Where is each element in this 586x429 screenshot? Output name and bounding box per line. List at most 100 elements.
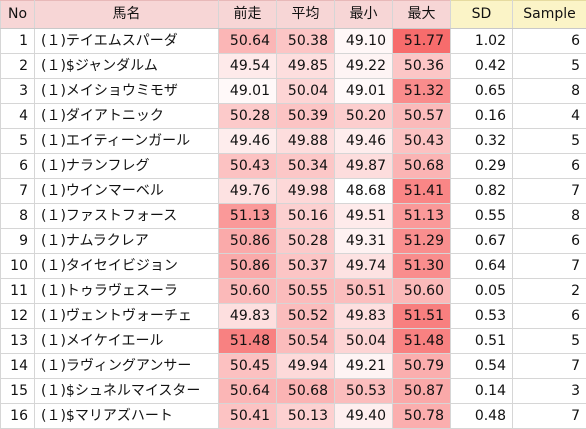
cell-min[interactable]: 49.01 bbox=[334, 78, 393, 104]
cell-no[interactable]: 3 bbox=[0, 78, 35, 104]
cell-avg[interactable]: 49.88 bbox=[276, 128, 335, 154]
cell-sd[interactable]: 0.16 bbox=[450, 103, 513, 129]
cell-sample[interactable]: 8 bbox=[512, 203, 586, 229]
header-last[interactable]: 前走 bbox=[218, 0, 277, 29]
cell-sample[interactable]: 6 bbox=[512, 153, 586, 179]
cell-max[interactable]: 51.29 bbox=[392, 228, 451, 254]
cell-name[interactable]: (１)トゥラヴェスーラ bbox=[34, 278, 219, 304]
cell-sample[interactable]: 7 bbox=[512, 178, 586, 204]
cell-min[interactable]: 49.22 bbox=[334, 53, 393, 79]
cell-no[interactable]: 12 bbox=[0, 303, 35, 329]
cell-name[interactable]: (１)$シュネルマイスター bbox=[34, 378, 219, 404]
cell-sd[interactable]: 0.42 bbox=[450, 53, 513, 79]
cell-max[interactable]: 51.48 bbox=[392, 328, 451, 354]
cell-min[interactable]: 50.53 bbox=[334, 378, 393, 404]
cell-avg[interactable]: 50.28 bbox=[276, 228, 335, 254]
cell-min[interactable]: 49.10 bbox=[334, 28, 393, 54]
cell-max[interactable]: 51.30 bbox=[392, 253, 451, 279]
cell-sample[interactable]: 6 bbox=[512, 228, 586, 254]
cell-min[interactable]: 49.87 bbox=[334, 153, 393, 179]
cell-name[interactable]: (１)ダイアトニック bbox=[34, 103, 219, 129]
cell-no[interactable]: 8 bbox=[0, 203, 35, 229]
cell-name[interactable]: (１)タイセイビジョン bbox=[34, 253, 219, 279]
cell-no[interactable]: 1 bbox=[0, 28, 35, 54]
cell-avg[interactable]: 50.13 bbox=[276, 403, 335, 429]
cell-min[interactable]: 49.83 bbox=[334, 303, 393, 329]
cell-max[interactable]: 51.77 bbox=[392, 28, 451, 54]
cell-last[interactable]: 50.64 bbox=[218, 28, 277, 54]
cell-min[interactable]: 50.51 bbox=[334, 278, 393, 304]
cell-no[interactable]: 13 bbox=[0, 328, 35, 354]
cell-no[interactable]: 16 bbox=[0, 403, 35, 429]
cell-no[interactable]: 7 bbox=[0, 178, 35, 204]
cell-max[interactable]: 51.32 bbox=[392, 78, 451, 104]
cell-min[interactable]: 49.31 bbox=[334, 228, 393, 254]
cell-no[interactable]: 11 bbox=[0, 278, 35, 304]
cell-min[interactable]: 49.40 bbox=[334, 403, 393, 429]
cell-max[interactable]: 50.60 bbox=[392, 278, 451, 304]
cell-sd[interactable]: 0.53 bbox=[450, 303, 513, 329]
cell-max[interactable]: 50.79 bbox=[392, 353, 451, 379]
cell-last[interactable]: 49.83 bbox=[218, 303, 277, 329]
cell-no[interactable]: 2 bbox=[0, 53, 35, 79]
cell-last[interactable]: 50.86 bbox=[218, 228, 277, 254]
cell-no[interactable]: 14 bbox=[0, 353, 35, 379]
cell-min[interactable]: 49.46 bbox=[334, 128, 393, 154]
cell-last[interactable]: 50.45 bbox=[218, 353, 277, 379]
cell-name[interactable]: (１)ラヴィングアンサー bbox=[34, 353, 219, 379]
cell-sd[interactable]: 0.05 bbox=[450, 278, 513, 304]
cell-max[interactable]: 50.57 bbox=[392, 103, 451, 129]
cell-avg[interactable]: 50.68 bbox=[276, 378, 335, 404]
cell-last[interactable]: 50.86 bbox=[218, 253, 277, 279]
cell-name[interactable]: (１)$マリアズハート bbox=[34, 403, 219, 429]
header-min[interactable]: 最小 bbox=[334, 0, 393, 29]
cell-avg[interactable]: 49.94 bbox=[276, 353, 335, 379]
cell-min[interactable]: 49.74 bbox=[334, 253, 393, 279]
cell-name[interactable]: (１)メイショウミモザ bbox=[34, 78, 219, 104]
cell-sample[interactable]: 7 bbox=[512, 403, 586, 429]
header-avg[interactable]: 平均 bbox=[276, 0, 335, 29]
cell-sd[interactable]: 0.32 bbox=[450, 128, 513, 154]
cell-min[interactable]: 50.20 bbox=[334, 103, 393, 129]
cell-no[interactable]: 4 bbox=[0, 103, 35, 129]
header-name[interactable]: 馬名 bbox=[34, 0, 219, 29]
cell-avg[interactable]: 50.52 bbox=[276, 303, 335, 329]
cell-sample[interactable]: 8 bbox=[512, 78, 586, 104]
cell-max[interactable]: 50.36 bbox=[392, 53, 451, 79]
cell-last[interactable]: 50.41 bbox=[218, 403, 277, 429]
cell-last[interactable]: 51.48 bbox=[218, 328, 277, 354]
cell-sd[interactable]: 0.29 bbox=[450, 153, 513, 179]
cell-avg[interactable]: 50.34 bbox=[276, 153, 335, 179]
cell-sd[interactable]: 0.51 bbox=[450, 328, 513, 354]
cell-no[interactable]: 6 bbox=[0, 153, 35, 179]
cell-sample[interactable]: 5 bbox=[512, 328, 586, 354]
cell-no[interactable]: 9 bbox=[0, 228, 35, 254]
cell-sample[interactable]: 6 bbox=[512, 303, 586, 329]
cell-avg[interactable]: 50.04 bbox=[276, 78, 335, 104]
cell-avg[interactable]: 49.98 bbox=[276, 178, 335, 204]
cell-last[interactable]: 50.64 bbox=[218, 378, 277, 404]
cell-sd[interactable]: 0.65 bbox=[450, 78, 513, 104]
cell-last[interactable]: 49.46 bbox=[218, 128, 277, 154]
cell-sd[interactable]: 0.82 bbox=[450, 178, 513, 204]
cell-no[interactable]: 5 bbox=[0, 128, 35, 154]
cell-min[interactable]: 50.04 bbox=[334, 328, 393, 354]
cell-name[interactable]: (１)ナランフレグ bbox=[34, 153, 219, 179]
cell-sample[interactable]: 4 bbox=[512, 103, 586, 129]
header-sd[interactable]: SD bbox=[450, 0, 513, 29]
cell-avg[interactable]: 50.39 bbox=[276, 103, 335, 129]
cell-min[interactable]: 49.21 bbox=[334, 353, 393, 379]
cell-sd[interactable]: 0.48 bbox=[450, 403, 513, 429]
cell-sd[interactable]: 1.02 bbox=[450, 28, 513, 54]
cell-max[interactable]: 51.41 bbox=[392, 178, 451, 204]
cell-sd[interactable]: 0.64 bbox=[450, 253, 513, 279]
header-max[interactable]: 最大 bbox=[392, 0, 451, 29]
cell-max[interactable]: 51.51 bbox=[392, 303, 451, 329]
cell-avg[interactable]: 50.54 bbox=[276, 328, 335, 354]
cell-avg[interactable]: 50.55 bbox=[276, 278, 335, 304]
cell-sd[interactable]: 0.55 bbox=[450, 203, 513, 229]
cell-name[interactable]: (１)ヴェントヴォーチェ bbox=[34, 303, 219, 329]
cell-name[interactable]: (１)ナムラクレア bbox=[34, 228, 219, 254]
cell-avg[interactable]: 50.38 bbox=[276, 28, 335, 54]
cell-sample[interactable]: 5 bbox=[512, 53, 586, 79]
